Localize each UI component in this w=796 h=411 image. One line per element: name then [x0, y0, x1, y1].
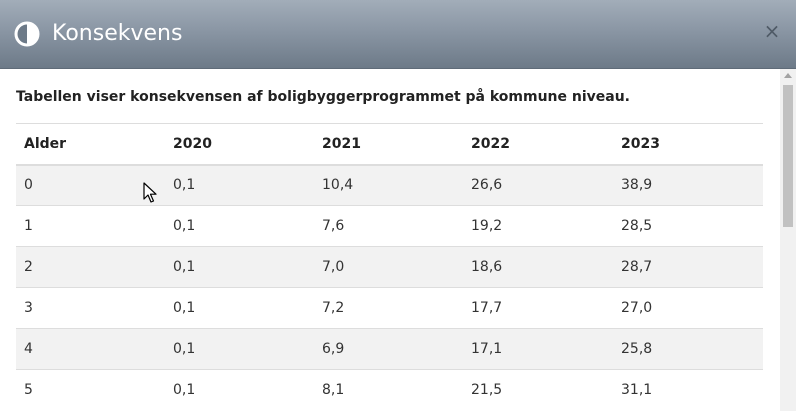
table-cell: 25,8	[613, 328, 763, 370]
table-cell: 28,7	[613, 246, 763, 288]
table-row: 5 0,1 8,1 21,5 31,1	[16, 369, 763, 411]
table-cell: 27,0	[613, 287, 763, 329]
table-cell: 0,1	[165, 164, 314, 206]
table-cell: 17,7	[463, 287, 613, 329]
table-cell: 0,1	[165, 287, 314, 329]
table-cell: 1	[16, 205, 165, 247]
mouse-pointer-icon	[143, 182, 157, 203]
column-header-alder: Alder	[16, 123, 165, 166]
consequence-table: Alder 2020 2021 2022 2023 0 0,1 10,4 26,…	[16, 123, 763, 411]
vertical-scrollbar[interactable]	[780, 69, 796, 411]
column-header-2023: 2023	[613, 123, 763, 166]
contrast-circle-icon	[14, 21, 40, 47]
scrollbar-thumb[interactable]	[783, 85, 793, 227]
table-row: 3 0,1 7,2 17,7 27,0	[16, 287, 763, 329]
table-row: 2 0,1 7,0 18,6 28,7	[16, 246, 763, 288]
table-cell: 0,1	[165, 328, 314, 370]
table-cell: 31,1	[613, 369, 763, 411]
table-cell: 7,2	[314, 287, 463, 329]
dialog-body[interactable]: Tabellen viser konsekvensen af boligbygg…	[0, 69, 780, 411]
close-button[interactable]: ×	[763, 19, 781, 43]
table-cell: 2	[16, 246, 165, 288]
table-cell: 0	[16, 164, 165, 206]
table-row: 0 0,1 10,4 26,6 38,9	[16, 164, 763, 206]
table-cell: 28,5	[613, 205, 763, 247]
table-cell: 3	[16, 287, 165, 329]
column-header-2021: 2021	[314, 123, 463, 166]
scroll-up-arrow-icon[interactable]	[784, 73, 792, 78]
dialog-header: Konsekvens ×	[0, 0, 796, 69]
table-cell: 0,1	[165, 246, 314, 288]
table-cell: 4	[16, 328, 165, 370]
table-cell: 7,6	[314, 205, 463, 247]
table-cell: 7,0	[314, 246, 463, 288]
dialog-title: Konsekvens	[52, 21, 183, 46]
table-cell: 0,1	[165, 205, 314, 247]
table-cell: 19,2	[463, 205, 613, 247]
column-header-2020: 2020	[165, 123, 314, 166]
table-cell: 0,1	[165, 369, 314, 411]
table-cell: 5	[16, 369, 165, 411]
table-cell: 8,1	[314, 369, 463, 411]
table-row: 4 0,1 6,9 17,1 25,8	[16, 328, 763, 370]
table-cell: 26,6	[463, 164, 613, 206]
table-cell: 18,6	[463, 246, 613, 288]
table-cell: 10,4	[314, 164, 463, 206]
column-header-2022: 2022	[463, 123, 613, 166]
table-row: 1 0,1 7,6 19,2 28,5	[16, 205, 763, 247]
table-header-row: Alder 2020 2021 2022 2023	[16, 123, 763, 166]
intro-text: Tabellen viser konsekvensen af boligbygg…	[16, 89, 630, 105]
table-cell: 38,9	[613, 164, 763, 206]
table-cell: 21,5	[463, 369, 613, 411]
table-cell: 6,9	[314, 328, 463, 370]
table-cell: 17,1	[463, 328, 613, 370]
